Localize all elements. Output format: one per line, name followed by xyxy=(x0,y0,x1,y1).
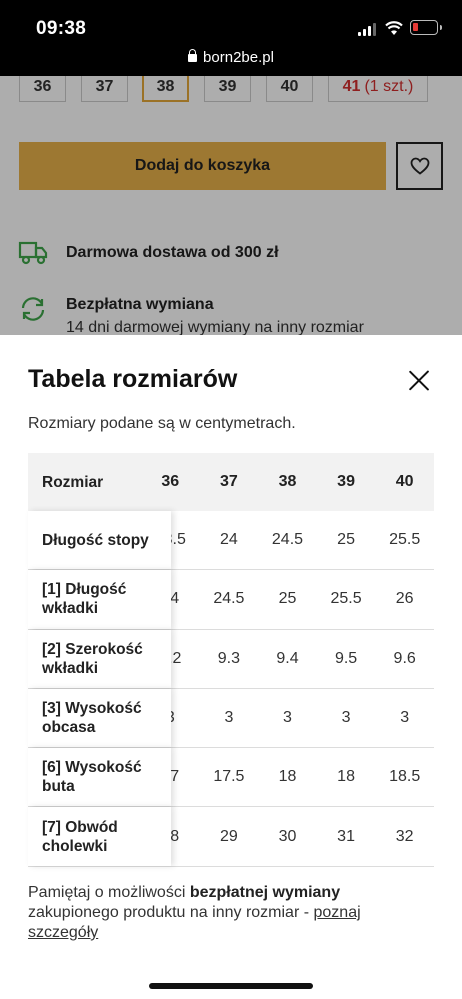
row-label: [7] Obwód cholewki xyxy=(28,807,171,866)
size-chart-sheet: Tabela rozmiarów Rozmiary podane są w ce… xyxy=(0,335,462,999)
free-exchange-info: Bezpłatna wymiana 14 dni darmowej wymian… xyxy=(66,296,364,335)
size-option[interactable]: 36 xyxy=(19,76,66,102)
table-cell: 24 xyxy=(219,531,238,549)
column-header: 40 xyxy=(395,473,414,490)
table-cell: 3 xyxy=(283,709,292,727)
table-cell: 9.6 xyxy=(393,649,416,667)
table-cell: 9.4 xyxy=(276,649,299,667)
battery-icon xyxy=(410,20,442,35)
table-cell: 25.5 xyxy=(330,590,362,608)
size-option[interactable]: 40 xyxy=(266,76,313,102)
note-text: zakupionego produktu na inny rozmiar - xyxy=(28,904,314,921)
exchange-note: Pamiętaj o możliwości bezpłatnej wymiany… xyxy=(28,883,428,943)
table-cell: 18 xyxy=(278,768,297,786)
size-label: 36 xyxy=(33,78,52,95)
note-text: Pamiętaj o możliwości xyxy=(28,884,190,901)
wifi-icon xyxy=(385,21,403,35)
size-option[interactable]: 39 xyxy=(204,76,251,102)
lock-icon xyxy=(188,49,198,62)
heart-icon xyxy=(410,157,429,175)
table-cell: 25 xyxy=(337,531,355,549)
table-cell: 30 xyxy=(278,827,297,845)
table-row: 3 3 3 3 3 [3] Wysokość obcasa xyxy=(28,688,434,749)
row-label: Długość stopy xyxy=(28,511,171,570)
table-cell: 32 xyxy=(395,827,414,845)
row-label: [1] Długość wkładki xyxy=(28,570,171,629)
truck-icon xyxy=(18,241,48,265)
stock-qty: (1 szt.) xyxy=(364,78,414,95)
row-label: [6] Wysokość buta xyxy=(28,748,171,807)
details-link[interactable]: poznaj szczegóły xyxy=(28,904,361,941)
size-label: 39 xyxy=(218,78,237,95)
table-row: 9.2 9.3 9.4 9.5 9.6 [2] Szerokość wkładk… xyxy=(28,629,434,689)
size-label: 41 xyxy=(342,78,361,95)
size-table[interactable]: 36 37 38 39 40 Rozmiar 23.5 24 24.5 25 2… xyxy=(28,453,434,867)
column-header: 38 xyxy=(278,473,297,490)
free-delivery-info: Darmowa dostawa od 300 zł xyxy=(66,244,279,262)
size-option[interactable]: 37 xyxy=(81,76,128,102)
column-header: 36 xyxy=(161,473,180,490)
table-cell: 24.5 xyxy=(213,590,245,608)
product-page-background: 36 37 38 39 40 41 (1 szt.) Dodaj do koszy… xyxy=(0,76,462,335)
exchange-icon xyxy=(21,297,45,321)
table-cell: 31 xyxy=(337,827,355,845)
table-cell: 25.5 xyxy=(389,531,421,549)
table-cell: 25 xyxy=(278,590,297,608)
table-cell: 17.5 xyxy=(213,768,245,786)
size-option-selected[interactable]: 38 xyxy=(142,76,189,102)
table-row: 17 17.5 18 18 18.5 [6] Wysokość buta xyxy=(28,748,434,808)
feature-title: Darmowa dostawa od 300 zł xyxy=(66,244,279,261)
table-row: 28 29 30 31 32 [7] Obwód cholewki xyxy=(28,807,434,867)
table-cell: 3 xyxy=(341,709,351,727)
table-header-row: 36 37 38 39 40 Rozmiar xyxy=(28,453,434,511)
feature-subtitle: 14 dni darmowej wymiany na inny rozmiar xyxy=(66,319,364,335)
close-icon[interactable] xyxy=(406,368,432,394)
sheet-title: Tabela rozmiarów xyxy=(28,365,238,393)
row-label: [2] Szerokość wkładki xyxy=(28,629,171,688)
table-row: 24 24.5 25 25.5 26 [1] Długość wkładki xyxy=(28,570,434,630)
clock: 09:38 xyxy=(36,18,87,39)
row-header-label: Rozmiar xyxy=(28,453,160,511)
table-row: 23.5 24 24.5 25 25.5 Długość stopy xyxy=(28,511,434,571)
column-header: 37 xyxy=(219,473,238,490)
cellular-signal-icon xyxy=(358,22,378,36)
add-to-cart-button[interactable]: Dodaj do koszyka xyxy=(19,142,386,190)
feature-title: Bezpłatna wymiana xyxy=(66,296,214,313)
table-cell: 26 xyxy=(395,590,414,608)
size-label: 40 xyxy=(280,78,299,95)
table-cell: 9.5 xyxy=(334,649,358,667)
size-label: 37 xyxy=(95,78,114,95)
table-cell: 18.5 xyxy=(389,768,421,786)
url-text: born2be.pl xyxy=(203,49,274,66)
size-option-last-stock[interactable]: 41 (1 szt.) xyxy=(328,76,428,102)
column-header: 39 xyxy=(337,473,355,490)
size-label: 38 xyxy=(156,78,175,95)
address-bar[interactable]: born2be.pl xyxy=(0,49,462,66)
table-cell: 24.5 xyxy=(271,531,304,549)
units-note: Rozmiary podane są w centymetrach. xyxy=(28,415,296,432)
status-bar: 09:38 born2be.pl xyxy=(0,0,462,76)
table-cell: 29 xyxy=(219,827,238,845)
wishlist-button[interactable] xyxy=(396,142,443,190)
table-cell: 3 xyxy=(400,709,410,727)
home-indicator[interactable] xyxy=(149,983,313,989)
table-cell: 3 xyxy=(224,709,234,727)
row-label: [3] Wysokość obcasa xyxy=(28,688,171,748)
table-cell: 9.3 xyxy=(217,649,241,667)
note-bold-text: bezpłatnej wymiany xyxy=(189,884,341,901)
table-cell: 18 xyxy=(337,768,355,786)
